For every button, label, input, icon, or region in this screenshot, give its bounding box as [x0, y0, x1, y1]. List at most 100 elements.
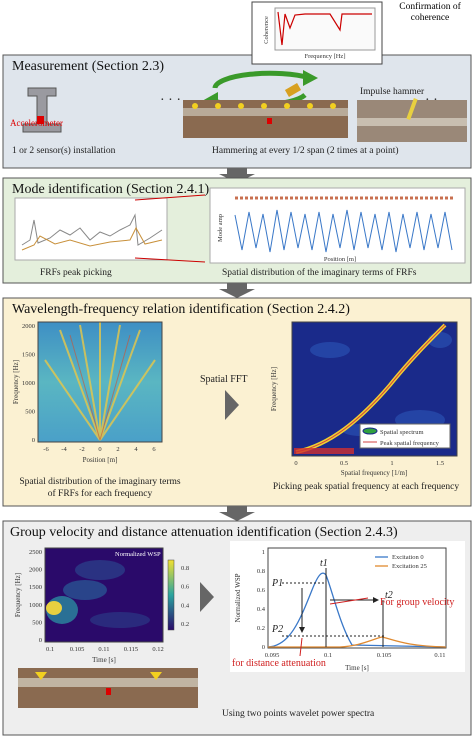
axis-label: Position [m] [83, 456, 118, 464]
tick-label: 0 [262, 644, 265, 651]
p2-label: P2 [271, 624, 283, 635]
coherence-plot [274, 7, 376, 51]
tick-label: 1 [390, 460, 393, 467]
t2-label: t2 [385, 590, 393, 601]
axis-label: Mode amp [217, 214, 224, 242]
axis-label: Position [m] [324, 256, 356, 263]
arrow-head [303, 70, 318, 86]
tick-label: 1.5 [436, 460, 444, 467]
sensor-label: Accelerometer [10, 118, 63, 128]
tick-label: -6 [43, 446, 49, 453]
link-line [134, 194, 206, 201]
tick-label: 0.6 [257, 587, 266, 594]
axis-label: Coherence [263, 16, 270, 44]
caption: 1 or 2 sensor(s) installation [12, 145, 116, 156]
hammer-label: Impulse hammer [360, 87, 425, 97]
rail-photo-rail [183, 108, 348, 116]
axis-label: Time [s] [345, 664, 369, 672]
colorbar-label: Normalized WSP [115, 551, 161, 558]
tick-label: -4 [61, 446, 67, 453]
tick-label: 1000 [29, 602, 42, 609]
coherence-text: Confirmation of coherence [399, 2, 461, 23]
mode-plot [209, 187, 466, 264]
heatmap-frame [37, 321, 163, 443]
wsp-blobs [46, 560, 150, 628]
coherence-title: Confirmation of coherence [399, 2, 461, 23]
tick-label: 2000 [29, 567, 42, 574]
legend-box [359, 423, 451, 449]
heatmap-streaks [44, 322, 156, 441]
tick-label: 0.1 [46, 646, 54, 653]
wsp-frame [44, 547, 164, 643]
rail-photo-rail [18, 678, 198, 687]
wsp-line-frame [267, 547, 447, 649]
link-line [134, 257, 206, 263]
hammer-points [192, 103, 336, 109]
axis-label: Frequency [Hz] [14, 573, 22, 617]
annotation-link [299, 637, 303, 657]
tick-label: 500 [25, 409, 35, 416]
tick-label: 0 [32, 437, 35, 444]
arrow-label: Spatial FFT [200, 374, 248, 385]
axis-label: Frequency [Hz] [12, 360, 20, 404]
caption: of FRFs for each frequency [48, 488, 153, 499]
tick-label: 0.105 [377, 652, 392, 659]
annotation-link [329, 597, 369, 605]
excitation-0-curve [267, 572, 447, 648]
tick-label: 0.8 [181, 565, 189, 572]
flow-arrow [219, 168, 255, 183]
p1-label: P1 [271, 578, 283, 589]
flow-arrow [219, 506, 255, 521]
excitation-25-curve [268, 636, 447, 648]
peak-line [295, 324, 446, 453]
accelerometer [37, 116, 44, 124]
axis-label: Time [s] [92, 656, 116, 664]
flow-arrow [219, 283, 255, 298]
tick-label: 2500 [29, 549, 42, 556]
panel-title: Mode identification (Section 2.4.1) [12, 182, 209, 197]
tick-label: 0.095 [265, 652, 280, 659]
panel-title: Group velocity and distance attenuation … [10, 525, 398, 540]
tick-label: 0 [294, 460, 297, 467]
legend-text: Peak spatial frequency [380, 440, 440, 447]
tick-label: 1000 [22, 380, 35, 387]
point-marker [35, 672, 47, 680]
sensor-marker [267, 118, 272, 124]
tick-label: 0.2 [181, 621, 189, 628]
tick-label: 4 [134, 446, 138, 453]
point-marker [150, 672, 162, 680]
heatmap-streaks [69, 334, 131, 441]
caption: FRFs peak picking [40, 268, 112, 278]
panel-title: Measurement (Section 2.3) [12, 59, 164, 74]
t1-label: t1 [320, 558, 328, 569]
flow-arrow-small [200, 582, 214, 612]
axis-label: Frequency [Hz] [305, 53, 346, 60]
frf-plot [14, 197, 168, 261]
mode-curve [234, 209, 453, 253]
caption: Hammering at every 1/2 span (2 times at … [212, 145, 399, 156]
caption: Picking peak spatial frequency at each f… [273, 481, 459, 492]
hammer-photo-rail [357, 118, 467, 126]
tick-label: 0 [39, 637, 42, 644]
tick-label: 0.2 [257, 625, 265, 632]
hammer-icon [284, 83, 302, 97]
tick-label: -2 [79, 446, 84, 453]
legend-text: Excitation 25 [392, 563, 427, 570]
spectrum-low [294, 448, 354, 454]
tick-label: 0.6 [181, 584, 190, 591]
caption: Spatial distribution of the imaginary te… [19, 476, 181, 487]
tick-label: 0.4 [181, 602, 190, 609]
tick-label: 0.4 [257, 606, 266, 613]
attenuation-annotation: for distance attenuation [232, 658, 326, 669]
axis-label: Frequency [Hz] [270, 367, 278, 411]
tick-label: 0.5 [340, 460, 348, 467]
tick-label: 500 [32, 619, 42, 626]
legend-text: Excitation 0 [392, 554, 424, 561]
axis-label: Spatial frequency [1/m] [341, 469, 407, 477]
tick-label: 1500 [29, 584, 42, 591]
fft-arrow [225, 390, 239, 420]
legend-text: Spatial spectrum [380, 429, 424, 436]
colorbar [167, 559, 175, 631]
frf-curve [21, 213, 163, 246]
